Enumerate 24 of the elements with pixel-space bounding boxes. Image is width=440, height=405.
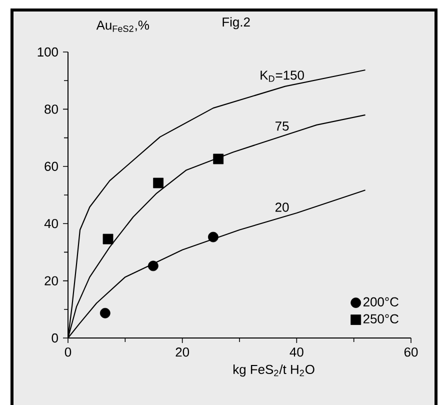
- chart-title: Fig.2: [222, 17, 250, 30]
- series-label: 20: [275, 202, 289, 212]
- y-tick-label: 60: [44, 162, 58, 171]
- y-tick-label: 20: [44, 276, 58, 286]
- y-tick-label: 40: [44, 219, 58, 228]
- x-axis-title: kg FeS$_{2}$/t H$_{2}$O: [234, 364, 314, 377]
- legend-label: 250°C: [363, 314, 398, 324]
- point: [208, 232, 218, 242]
- y-tick-label: 80: [44, 104, 58, 114]
- y-tick-label: 100: [38, 47, 58, 57]
- y-tick-label: 0: [52, 333, 58, 343]
- legend-label: 200°C: [363, 297, 398, 306]
- x-tick-label: 0: [64, 348, 72, 357]
- point: [213, 154, 224, 164]
- series-label: K$_{D}$=150: [260, 70, 304, 82]
- x-tick-label: 60: [404, 348, 418, 357]
- point: [153, 178, 164, 188]
- point: [102, 234, 114, 244]
- series-label: 75: [276, 122, 289, 131]
- y-axis-title: Au$_{FeS2}$,%: [96, 20, 149, 32]
- point: [148, 260, 158, 272]
- point: [100, 308, 110, 318]
- x-tick-label: 20: [176, 348, 190, 357]
- x-tick-label: 40: [290, 348, 304, 357]
